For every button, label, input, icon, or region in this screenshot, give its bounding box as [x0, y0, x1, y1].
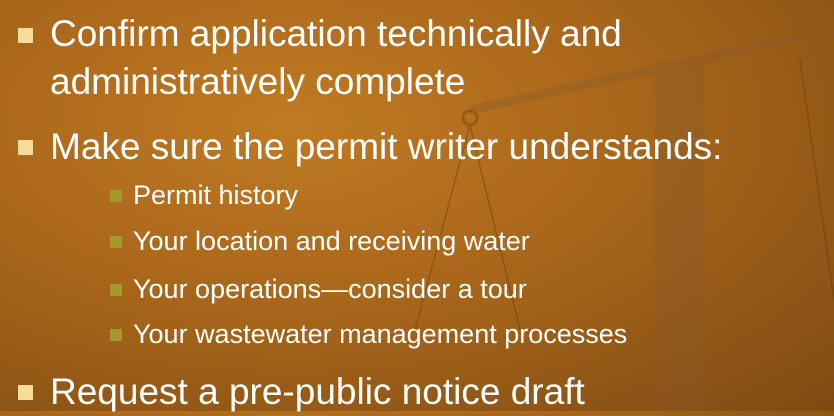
sub-bullet-marker	[110, 236, 122, 248]
sub-bullet-marker	[110, 190, 122, 202]
sub-bullet-text: Your wastewater management processes	[133, 317, 627, 351]
bullet-marker	[18, 385, 33, 400]
sub-bullet-marker	[110, 284, 122, 296]
bullet-marker	[18, 140, 33, 155]
slide: Confirm application technically and admi…	[0, 0, 834, 411]
bullet-text: Request a pre-public notice draft	[50, 368, 585, 416]
sub-bullet-text: Your location and receiving water	[133, 224, 530, 258]
sub-bullet-text: Your operations—consider a tour	[133, 272, 527, 306]
bullet-marker	[18, 28, 33, 43]
sub-bullet-marker	[110, 329, 122, 341]
sub-bullet-text: Permit history	[133, 178, 298, 212]
bullet-text: Confirm application technically and admi…	[50, 10, 750, 106]
bullet-text: Make sure the permit writer understands:	[50, 123, 722, 171]
